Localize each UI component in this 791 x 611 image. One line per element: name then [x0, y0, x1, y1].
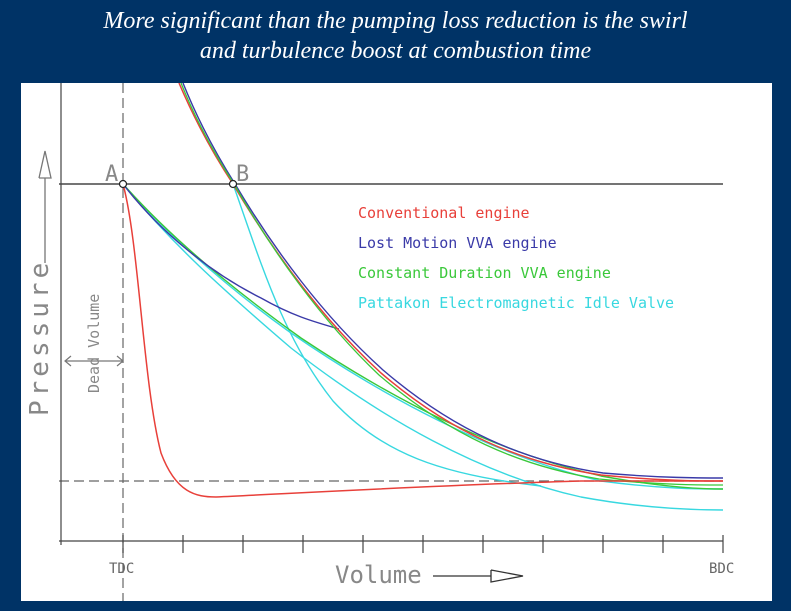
curve-lost-motion-branch	[122, 183, 340, 330]
point-b-marker	[228, 179, 238, 189]
legend-item-conventional: Conventional engine	[358, 204, 530, 222]
dead-volume-marker	[64, 355, 124, 367]
pv-diagram-svg: Pressure Dead Volume A B Conventional en…	[25, 83, 734, 601]
dead-volume-label: Dead Volume	[85, 294, 103, 393]
curve-conventional-expansion	[178, 83, 724, 482]
title-line-1: More significant than the pumping loss r…	[103, 8, 688, 34]
x-ticks	[122, 535, 724, 553]
curve-pattakon-a	[122, 183, 724, 511]
x-axis-label: Volume	[335, 561, 422, 589]
volume-arrow	[433, 569, 524, 583]
y-axis-label: Pressure	[25, 259, 55, 416]
pressure-arrow	[38, 150, 52, 263]
slide-title: More significant than the pumping loss r…	[0, 6, 791, 66]
legend-item-pattakon: Pattakon Electromagnetic Idle Valve	[358, 294, 674, 312]
point-a-label: A	[105, 162, 118, 187]
curve-constant-duration	[122, 183, 724, 490]
point-b-label: B	[236, 162, 249, 187]
curve-pattakon-a2	[122, 183, 724, 490]
curve-constant-duration-expansion	[180, 83, 724, 486]
bdc-label: BDC	[709, 561, 734, 577]
legend-item-constant-duration: Constant Duration VVA engine	[358, 264, 611, 282]
curve-conventional-loop	[122, 183, 723, 498]
pv-diagram: Pressure Dead Volume A B Conventional en…	[21, 83, 772, 601]
tdc-label: TDC	[109, 561, 134, 577]
title-line-2: and turbulence boost at combustion time	[199, 38, 592, 64]
legend: Conventional engine Lost Motion VVA engi…	[358, 204, 674, 312]
point-a-marker	[118, 179, 128, 189]
legend-item-lost-motion: Lost Motion VVA engine	[358, 234, 557, 252]
curve-lost-motion-expansion	[182, 83, 724, 479]
curve-pattakon-b	[232, 183, 542, 487]
